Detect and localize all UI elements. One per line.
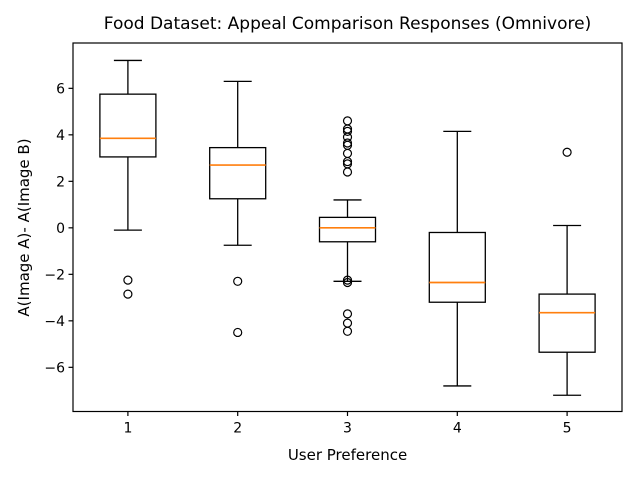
outlier-point: [342, 138, 353, 148]
outlier-point: [342, 156, 353, 167]
y-tick-label: 4: [56, 128, 65, 144]
outlier-point: [342, 309, 353, 319]
y-tick-label: −2: [44, 267, 65, 283]
x-tick-label: 1: [123, 421, 132, 437]
box: [209, 146, 267, 200]
plot-area: −6 −4 −2 0 2 4 6 1 2 3 4 5: [44, 42, 623, 437]
y-tick-label: 0: [56, 221, 65, 237]
chart-title: Food Dataset: Appeal Comparison Response…: [104, 14, 591, 34]
y-tick-label: 2: [56, 174, 65, 190]
x-axis-label: User Preference: [288, 446, 407, 464]
box: [318, 216, 377, 243]
outlier-point: [233, 327, 243, 338]
outlier-point: [233, 276, 243, 286]
box: [428, 231, 486, 303]
outlier-point: [342, 277, 353, 288]
x-tick-label: 3: [343, 421, 352, 437]
outlier-point: [342, 167, 353, 177]
outlier-point: [342, 326, 353, 336]
box: [99, 93, 157, 158]
outlier-point: [123, 275, 133, 285]
x-tick-label: 5: [563, 421, 572, 437]
x-tick-label: 2: [233, 421, 242, 437]
outlier-point: [123, 289, 133, 299]
outlier-point: [342, 275, 353, 285]
outlier-point: [342, 126, 353, 136]
y-tick-label: −4: [44, 314, 65, 330]
y-axis-label: A(Image A)- A(Image B): [15, 138, 33, 316]
box: [538, 293, 596, 353]
y-tick-label: −6: [44, 360, 65, 376]
x-tick-label: 4: [453, 421, 462, 437]
y-tick-label: 6: [56, 81, 65, 97]
outlier-point: [562, 147, 572, 157]
